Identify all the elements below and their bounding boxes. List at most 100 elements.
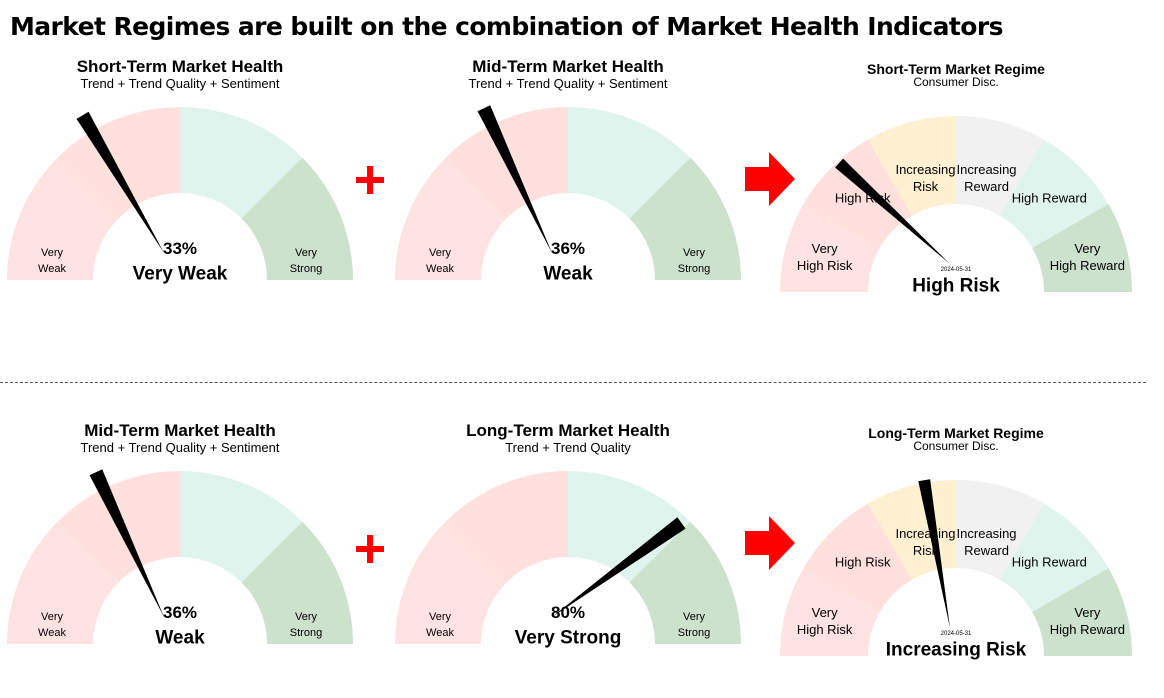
gauge-band-label: High Reward [1012, 191, 1087, 206]
gauge-needle [477, 105, 552, 253]
plus-icon [356, 166, 384, 194]
plus-bar-v [367, 535, 373, 563]
gauge-band-label: Weak [38, 627, 66, 639]
gauge-status: Increasing Risk [886, 640, 1027, 661]
gauge-band-label: Weak [426, 263, 454, 275]
gauge-needle [552, 517, 686, 617]
gauge-band-label: High Reward [1050, 622, 1125, 637]
gauge-value: 80% [551, 603, 585, 622]
gauge-band [780, 568, 880, 656]
gauge-subtitle-mid-term-health-bottom: Trend + Trend Quality + Sentiment [80, 440, 280, 455]
gauge-band [180, 471, 303, 583]
gauge-band-label: Very [41, 247, 64, 259]
gauge-band [1032, 204, 1132, 292]
gauge-band-label: Reward [964, 179, 1009, 194]
gauge-band [7, 521, 119, 644]
gauge-band [1000, 139, 1109, 248]
gauge-needle [76, 111, 164, 253]
gauge-band-label: Increasing [957, 162, 1017, 177]
section-divider [0, 382, 1146, 383]
gauge-band-label: Very [683, 247, 706, 259]
gauge-title-mid-term-health-bottom: Mid-Term Market Health [84, 421, 276, 440]
gauge-band [7, 157, 119, 280]
gauge-band-label: Very [429, 247, 452, 259]
gauge-band-label: Increasing [957, 526, 1017, 541]
gauge-band-label: High Reward [1012, 555, 1087, 570]
gauge-band-label: Very [295, 247, 318, 259]
gauge-band-label: High Reward [1050, 258, 1125, 273]
gauge-band [956, 116, 1044, 216]
gauge-band-label: Very [41, 611, 64, 623]
gauge-value: 33% [163, 239, 197, 258]
gauge-date: 2024-05-31 [941, 631, 972, 637]
gauge-band-label: Reward [964, 543, 1009, 558]
gauge-title-short-term-health: Short-Term Market Health [76, 57, 284, 76]
gauge-band-label: Risk [913, 179, 939, 194]
gauge-status: Very Strong [515, 628, 622, 649]
gauge-band [868, 116, 956, 216]
gauge-band-label: Increasing [895, 162, 955, 177]
gauge-title-long-term-health: Long-Term Market Health [466, 421, 670, 440]
gauge-band-label: Very [429, 611, 452, 623]
gauge-value: 36% [551, 239, 585, 258]
plus-bar-v [367, 166, 373, 194]
gauge-band [780, 204, 880, 292]
gauge-subtitle-long-term-regime: Consumer Disc. [913, 439, 999, 453]
gauge-status: Weak [155, 628, 205, 649]
gauge-subtitle-short-term-health: Trend + Trend Quality + Sentiment [80, 76, 280, 91]
plus-icon [356, 535, 384, 563]
gauge-subtitle-short-term-regime: Consumer Disc. [913, 75, 999, 89]
gauge-band-label: High Risk [835, 555, 891, 570]
gauge-band-label: Weak [426, 627, 454, 639]
gauge-band [568, 471, 691, 583]
gauge-band-label: High Risk [797, 258, 853, 273]
gauge-band-label: Risk [913, 543, 939, 558]
gauge-band-label: Very [812, 605, 839, 620]
gauge-band-label: Very [1074, 241, 1101, 256]
gauge-band-label: Very [812, 241, 839, 256]
gauge-band-label: Very [1074, 605, 1101, 620]
gauge-status: High Risk [912, 276, 1000, 297]
gauge-band-label: Increasing [895, 526, 955, 541]
gauge-band [868, 480, 956, 580]
gauge-band-label: Strong [290, 627, 322, 639]
gauge-band [629, 521, 741, 644]
arrow-right-icon [745, 152, 795, 206]
gauge-band [803, 139, 912, 248]
gauge-band-label: Weak [38, 263, 66, 275]
gauge-title-long-term-regime: Long-Term Market Regime [868, 425, 1044, 441]
gauge-band [395, 521, 507, 644]
gauge-band-label: Very [295, 611, 318, 623]
gauge-status: Weak [543, 264, 593, 285]
gauge-needle [835, 158, 950, 264]
gauge-band [629, 157, 741, 280]
arrow-right-icon [745, 516, 795, 570]
gauge-band [395, 157, 507, 280]
gauge-title-mid-term-health-top: Mid-Term Market Health [472, 57, 664, 76]
page-title: Market Regimes are built on the combinat… [10, 12, 1003, 41]
gauge-band [445, 470, 568, 583]
gauge-band [803, 503, 912, 612]
gauge-band [180, 107, 303, 219]
gauge-date: 2024-05-31 [941, 267, 972, 273]
gauge-band [1032, 568, 1132, 656]
gauge-subtitle-mid-term-health-top: Trend + Trend Quality + Sentiment [468, 76, 668, 91]
gauge-band-label: Strong [678, 263, 710, 275]
gauge-value: 36% [163, 603, 197, 622]
gauge-needle [918, 479, 950, 628]
gauge-subtitle-long-term-health: Trend + Trend Quality [505, 440, 631, 455]
gauge-band [568, 107, 691, 219]
gauge-status: Very Weak [133, 264, 228, 285]
gauge-needle [89, 469, 164, 617]
gauge-band [956, 480, 1044, 580]
gauge-band-label: High Risk [797, 622, 853, 637]
gauge-band [1000, 503, 1109, 612]
gauge-band-label: Very [683, 611, 706, 623]
gauge-title-short-term-regime: Short-Term Market Regime [867, 61, 1045, 77]
gauge-band [241, 157, 353, 280]
